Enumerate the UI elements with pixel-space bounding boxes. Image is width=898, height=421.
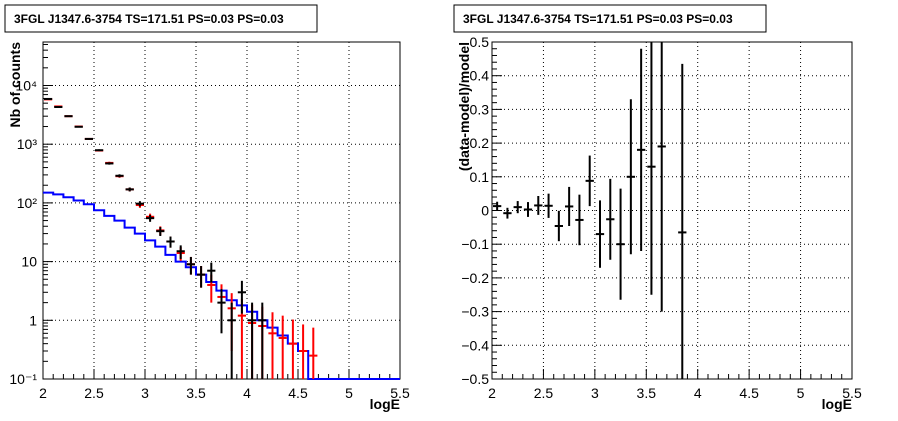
residuals-panel: 3FGL J1347.6-3754 TS=171.51 PS=0.03 PS=0… (453, 4, 862, 412)
counts-y-axis-label: Nb of counts (7, 42, 23, 128)
residuals-x-tick-label: 3.5 (637, 385, 657, 401)
counts-x-tick-label: 5 (345, 385, 353, 401)
counts-marks (43, 97, 400, 380)
counts-x-tick-label: 4.5 (288, 385, 308, 401)
residuals-y-axis-label: (data-model)/model (456, 42, 472, 171)
residuals-y-tick-label: −0.1 (461, 236, 489, 252)
residuals-x-tick-label: 5.5 (842, 385, 862, 401)
counts-y-tick-label: 10⁻¹ (9, 371, 37, 387)
counts-x-tick-label: 2 (39, 385, 47, 401)
counts-y-tick-label: 10 (21, 254, 37, 270)
counts-tick-labels: 2 2.5 3 3.5 4 4.5 5 5.5 10⁻¹ 1 10 10² 10³ 10⁴ (9, 78, 410, 402)
counts-title-box (4, 4, 318, 33)
residuals-x-tick-label: 4.5 (739, 385, 759, 401)
counts-y-tick-label: 10⁴ (15, 78, 37, 94)
residuals-title: 3FGL J1347.6-3754 TS=171.51 PS=0.03 PS=0… (463, 12, 733, 26)
counts-y-tick-label: 1 (29, 312, 37, 328)
residuals-title-box (453, 4, 767, 33)
counts-plot-frame (42, 41, 401, 380)
residuals-y-tick-label: 0.3 (470, 101, 490, 117)
residuals-y-tick-label: 0.2 (470, 135, 490, 151)
counts-x-tick-label: 5.5 (390, 385, 410, 401)
residuals-y-tick-label: −0.5 (461, 371, 489, 387)
counts-title: 3FGL J1347.6-3754 TS=171.51 PS=0.03 PS=0… (14, 12, 284, 26)
residuals-y-tick-label: 0 (481, 203, 489, 219)
residuals-y-tick-label: 0.4 (470, 68, 490, 84)
counts-x-tick-label: 2.5 (84, 385, 104, 401)
residuals-gridlines (492, 42, 852, 379)
residuals-y-tick-label: −0.4 (461, 337, 489, 353)
counts-x-axis-label: logE (370, 396, 400, 412)
counts-gridlines (43, 42, 400, 379)
counts-x-tick-label: 4 (243, 385, 251, 401)
residuals-x-tick-label: 2.5 (534, 385, 554, 401)
residuals-axis-ticks (491, 41, 853, 380)
residuals-y-tick-label: 0.5 (470, 34, 490, 50)
counts-x-tick-label: 3.5 (186, 385, 206, 401)
counts-y-tick-label: 10³ (17, 136, 38, 152)
residuals-tick-labels: 2 2.5 3 3.5 4 4.5 5 5.5 −0.5 −0.4 −0.3 −0.2 −0.1 0 0.1… (461, 34, 862, 401)
residuals-x-tick-label: 4 (694, 385, 702, 401)
counts-x-tick-label: 3 (141, 385, 149, 401)
counts-y-tick-label: 10² (17, 195, 38, 211)
residuals-y-tick-label: −0.2 (461, 270, 489, 286)
residuals-x-tick-label: 2 (488, 385, 496, 401)
counts-panel: 3FGL J1347.6-3754 TS=171.51 PS=0.03 PS=0… (4, 4, 410, 412)
residuals-x-tick-label: 3 (591, 385, 599, 401)
residuals-marks (493, 42, 687, 379)
residuals-y-tick-label: −0.3 (461, 304, 489, 320)
residuals-y-tick-label: 0.1 (470, 169, 490, 185)
residuals-x-tick-label: 5 (797, 385, 805, 401)
component-step-line (43, 191, 400, 380)
residuals-x-axis-label: logE (822, 396, 852, 412)
